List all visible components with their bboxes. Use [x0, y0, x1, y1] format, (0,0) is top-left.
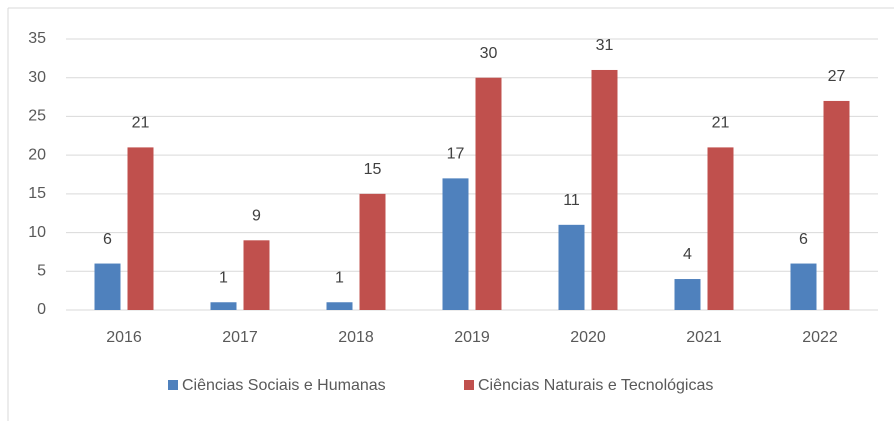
data-label: 6 — [103, 231, 112, 248]
x-tick-label: 2021 — [686, 329, 722, 346]
data-label: 11 — [563, 192, 580, 209]
data-label: 31 — [596, 37, 614, 54]
x-tick-label: 2020 — [570, 329, 606, 346]
legend-label: Ciências Sociais e Humanas — [182, 377, 386, 394]
data-label: 15 — [364, 161, 382, 178]
bar — [475, 77, 502, 310]
bar — [210, 302, 237, 310]
bar — [823, 100, 850, 310]
bar — [243, 240, 270, 310]
y-tick-label: 10 — [28, 224, 46, 241]
x-tick-label: 2019 — [454, 329, 490, 346]
y-tick-label: 30 — [28, 69, 46, 86]
bar — [674, 279, 701, 310]
bar — [442, 178, 469, 310]
y-tick-label: 20 — [28, 146, 46, 163]
y-tick-label: 0 — [37, 301, 46, 318]
data-label: 21 — [712, 115, 730, 132]
data-label: 27 — [828, 68, 846, 85]
bar — [127, 147, 154, 310]
data-label: 4 — [683, 246, 692, 263]
legend-swatch — [168, 380, 178, 390]
bar — [591, 69, 618, 310]
bar — [790, 263, 817, 310]
bar — [707, 147, 734, 310]
y-tick-label: 15 — [28, 185, 46, 202]
data-label: 17 — [447, 146, 465, 163]
data-label: 1 — [335, 269, 344, 286]
y-tick-label: 35 — [28, 30, 46, 47]
bar — [94, 263, 121, 310]
x-tick-label: 2017 — [222, 329, 258, 346]
legend-swatch — [464, 380, 474, 390]
data-label: 9 — [252, 208, 261, 225]
bar — [326, 302, 353, 310]
x-tick-label: 2018 — [338, 329, 374, 346]
x-tick-label: 2016 — [106, 329, 142, 346]
data-label: 1 — [219, 269, 228, 286]
y-tick-label: 5 — [37, 263, 46, 280]
data-label: 21 — [132, 115, 150, 132]
data-label: 30 — [480, 45, 498, 62]
bar — [558, 224, 585, 310]
x-tick-label: 2022 — [802, 329, 838, 346]
y-tick-label: 25 — [28, 108, 46, 125]
legend-label: Ciências Naturais e Tecnológicas — [478, 377, 713, 394]
bar — [359, 193, 386, 310]
data-label: 6 — [799, 231, 808, 248]
